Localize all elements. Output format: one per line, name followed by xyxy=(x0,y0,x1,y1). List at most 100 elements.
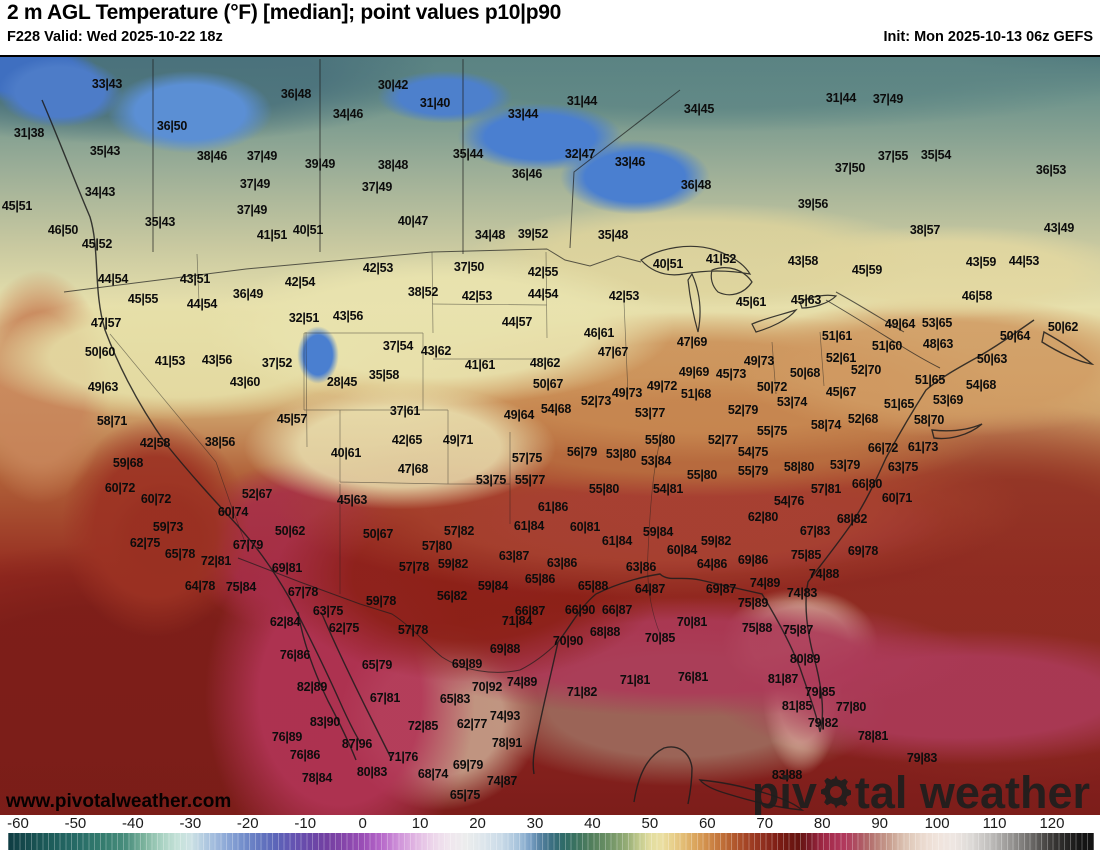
point-value: 43|59 xyxy=(965,255,997,269)
point-value: 54|68 xyxy=(540,402,572,416)
point-value: 83|90 xyxy=(309,715,341,729)
point-value: 40|61 xyxy=(330,446,362,460)
point-value: 87|96 xyxy=(341,737,373,751)
point-value: 61|86 xyxy=(537,500,569,514)
point-value: 50|67 xyxy=(362,527,394,541)
point-value: 80|89 xyxy=(789,652,821,666)
point-value: 56|82 xyxy=(436,589,468,603)
point-value: 52|67 xyxy=(241,487,273,501)
point-value: 53|65 xyxy=(921,316,953,330)
point-value: 60|84 xyxy=(666,543,698,557)
point-value: 42|58 xyxy=(139,436,171,450)
point-value: 35|48 xyxy=(597,228,629,242)
point-value: 65|88 xyxy=(577,579,609,593)
point-value: 62|84 xyxy=(269,615,301,629)
point-value: 75|87 xyxy=(782,623,814,637)
point-value: 55|75 xyxy=(756,424,788,438)
colorbar-cell-separators xyxy=(8,833,1094,850)
point-value: 67|83 xyxy=(799,524,831,538)
colorbar-tick: -10 xyxy=(294,815,317,832)
point-value: 31|44 xyxy=(825,91,857,105)
point-value: 45|55 xyxy=(127,292,159,306)
point-value: 38|52 xyxy=(407,285,439,299)
colorbar-tick: -20 xyxy=(236,815,259,832)
point-value: 60|81 xyxy=(569,520,601,534)
point-value: 38|57 xyxy=(909,223,941,237)
point-value: 49|71 xyxy=(442,433,474,447)
colorbar-tick: 60 xyxy=(698,815,716,832)
point-value: 54|81 xyxy=(652,482,684,496)
colorbar-tick: 0 xyxy=(358,815,367,832)
point-value: 76|81 xyxy=(677,670,709,684)
point-value: 74|89 xyxy=(506,675,538,689)
point-value: 81|85 xyxy=(781,699,813,713)
point-value: 43|60 xyxy=(229,375,261,389)
point-value: 51|68 xyxy=(680,387,712,401)
point-value: 50|62 xyxy=(1047,320,1079,334)
long-island-outline xyxy=(931,423,983,440)
point-value: 66|90 xyxy=(564,603,596,617)
point-value: 52|70 xyxy=(850,363,882,377)
point-value: 61|84 xyxy=(513,519,545,533)
point-value: 75|88 xyxy=(741,621,773,635)
point-value: 47|69 xyxy=(676,335,708,349)
point-value: 55|80 xyxy=(686,468,718,482)
point-value: 41|61 xyxy=(464,358,496,372)
map-canvas[interactable]: 33|43 36|50 31|38 35|43 38|46 37|49 37|49 34|43… xyxy=(0,55,1100,817)
point-value: 72|85 xyxy=(407,719,439,733)
point-value: 37|52 xyxy=(261,356,293,370)
point-value: 31|44 xyxy=(566,94,598,108)
us-mexico-border xyxy=(237,557,559,673)
point-value: 38|48 xyxy=(377,158,409,172)
point-value: 69|78 xyxy=(847,544,879,558)
great-lakes-outline xyxy=(640,245,838,333)
point-value: 63|87 xyxy=(498,549,530,563)
point-value: 60|74 xyxy=(217,505,249,519)
point-value: 52|79 xyxy=(727,403,759,417)
point-value: 49|69 xyxy=(678,365,710,379)
colorbar-tick: 90 xyxy=(871,815,888,832)
point-value: 51|65 xyxy=(883,397,915,411)
colorbar-tick: 30 xyxy=(526,815,544,832)
point-value: 33|43 xyxy=(91,77,123,91)
point-value: 36|50 xyxy=(156,119,188,133)
point-value: 60|72 xyxy=(140,492,172,506)
colorbar-tick-labels: -60 -50 -40 -30 -20 -10 0 10 20 30 40 50 60 70 80 90 100… xyxy=(0,815,1100,832)
point-value: 51|65 xyxy=(914,373,946,387)
point-value: 35|43 xyxy=(89,144,121,158)
point-value: 47|57 xyxy=(90,316,122,330)
point-value: 44|54 xyxy=(97,272,129,286)
point-value: 37|50 xyxy=(453,260,485,274)
point-value: 53|80 xyxy=(605,447,637,461)
valid-time-label: F228 Valid: Wed 2025-10-22 18z xyxy=(7,29,223,45)
point-value: 46|61 xyxy=(583,326,615,340)
point-value: 69|81 xyxy=(271,561,303,575)
point-value: 55|79 xyxy=(737,464,769,478)
point-value: 37|49 xyxy=(239,177,271,191)
point-value: 55|80 xyxy=(588,482,620,496)
point-value: 37|50 xyxy=(834,161,866,175)
point-value: 58|80 xyxy=(783,460,815,474)
point-value: 53|84 xyxy=(640,454,672,468)
point-value: 55|80 xyxy=(644,433,676,447)
point-value: 37|49 xyxy=(246,149,278,163)
yucatan-coastline xyxy=(633,746,693,805)
point-value: 50|63 xyxy=(976,352,1008,366)
point-value: 50|62 xyxy=(274,524,306,538)
point-value: 45|63 xyxy=(790,293,822,307)
point-value: 67|78 xyxy=(287,585,319,599)
colorbar-tick: -40 xyxy=(122,815,144,832)
gear-icon xyxy=(818,772,854,817)
point-value: 78|81 xyxy=(857,729,889,743)
point-value: 63|86 xyxy=(546,556,578,570)
point-value: 37|49 xyxy=(872,92,904,106)
point-value: 49|63 xyxy=(87,380,119,394)
point-value: 45|52 xyxy=(81,237,113,251)
point-value: 70|92 xyxy=(471,680,503,694)
point-value: 59|73 xyxy=(152,520,184,534)
point-value: 30|42 xyxy=(377,78,409,92)
point-value: 61|84 xyxy=(601,534,633,548)
point-value: 57|75 xyxy=(511,451,543,465)
point-value: 74|83 xyxy=(786,586,818,600)
point-value: 46|58 xyxy=(961,289,993,303)
